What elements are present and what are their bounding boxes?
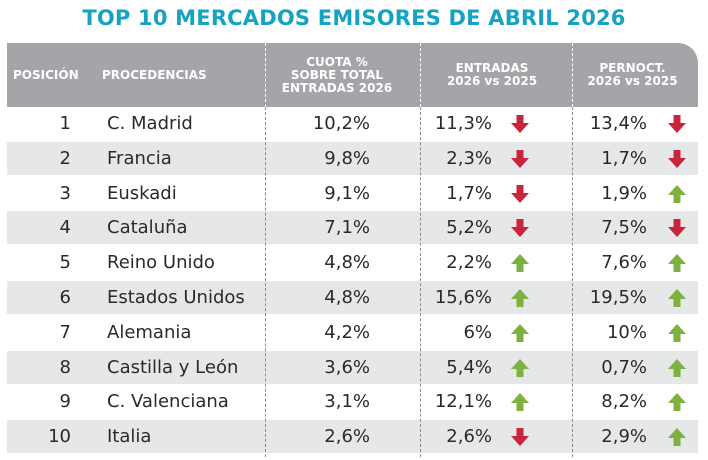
- arrow-down-icon: [668, 115, 686, 133]
- table-row: 3 Euskadi 9,1% 1,7% 1,9%: [7, 177, 698, 210]
- arrow-down-icon: [511, 184, 529, 203]
- header-divider: [572, 43, 573, 107]
- arrow-down-icon: [511, 115, 529, 133]
- header-posicion: POSICIÓN: [13, 67, 79, 82]
- arrow-down-icon: [668, 219, 686, 238]
- procedencia-cell: C. Madrid: [107, 113, 193, 134]
- arrow-up-icon: [511, 254, 529, 273]
- procedencia-cell: Castilla y León: [107, 356, 239, 378]
- cuota-cell: 4,2%: [324, 321, 370, 343]
- pernoct-cell: 7,5%: [601, 217, 647, 239]
- position-cell: 3: [59, 182, 71, 204]
- entradas-cell: 6%: [463, 321, 492, 343]
- table-row: 1 C. Madrid 10,2% 11,3% 13,4%: [7, 107, 698, 140]
- cuota-cell: 10,2%: [312, 113, 370, 134]
- position-cell: 2: [59, 147, 71, 169]
- cuota-cell: 3,6%: [324, 356, 370, 378]
- arrow-up-icon: [668, 358, 686, 377]
- arrow-down-icon: [511, 428, 529, 447]
- header-pernoct: PERNOCT. 2026 vs 2025: [587, 61, 678, 88]
- entradas-cell: 11,3%: [434, 113, 492, 134]
- cuota-cell: 4,8%: [324, 287, 370, 308]
- position-cell: 8: [59, 356, 71, 378]
- arrow-down-icon: [511, 149, 529, 168]
- table-row: 10 Italia 2,6% 2,6% 2,9%: [7, 420, 698, 454]
- procedencia-cell: Alemania: [107, 321, 192, 343]
- pernoct-cell: 19,5%: [589, 287, 647, 308]
- procedencia-cell: Reino Unido: [107, 252, 215, 274]
- position-cell: 9: [59, 391, 71, 413]
- table-row: 7 Alemania 4,2% 6% 10%: [7, 316, 698, 349]
- procedencia-cell: Francia: [107, 147, 172, 169]
- procedencia-cell: C. Valenciana: [107, 391, 229, 413]
- pernoct-cell: 0,7%: [601, 356, 647, 378]
- position-cell: 7: [59, 321, 71, 343]
- arrow-up-icon: [668, 428, 686, 447]
- procedencia-cell: Italia: [107, 426, 152, 448]
- arrow-up-icon: [668, 289, 686, 307]
- position-cell: 6: [59, 287, 71, 308]
- pernoct-cell: 10%: [606, 321, 647, 343]
- cuota-cell: 4,8%: [324, 252, 370, 274]
- entradas-cell: 2,3%: [446, 147, 492, 169]
- arrow-up-icon: [668, 393, 686, 412]
- table-row: 5 Reino Unido 4,8% 2,2% 7,6%: [7, 246, 698, 279]
- cuota-cell: 3,1%: [324, 391, 370, 413]
- table-row: 2 Francia 9,8% 2,3% 1,7%: [7, 141, 698, 175]
- cuota-cell: 9,8%: [324, 147, 370, 169]
- pernoct-cell: 1,9%: [601, 182, 647, 204]
- header-divider: [420, 43, 421, 107]
- arrow-up-icon: [511, 393, 529, 412]
- pernoct-cell: 1,7%: [601, 147, 647, 169]
- table-row: 4 Cataluña 7,1% 5,2% 7,5%: [7, 211, 698, 245]
- pernoct-cell: 2,9%: [601, 426, 647, 448]
- entradas-cell: 15,6%: [434, 287, 492, 308]
- table-row: 9 C. Valenciana 3,1% 12,1% 8,2%: [7, 385, 698, 418]
- position-cell: 1: [59, 113, 71, 134]
- header-cuota: CUOTA % SOBRE TOTAL ENTRADAS 2026: [281, 54, 393, 95]
- entradas-cell: 5,2%: [446, 217, 492, 239]
- entradas-cell: 12,1%: [434, 391, 492, 413]
- position-cell: 4: [59, 217, 71, 239]
- pernoct-cell: 13,4%: [589, 113, 647, 134]
- header-procedencias: PROCEDENCIAS: [102, 67, 207, 82]
- procedencia-cell: Estados Unidos: [107, 287, 245, 308]
- column-divider: [420, 107, 421, 457]
- procedencia-cell: Cataluña: [107, 217, 188, 239]
- entradas-cell: 5,4%: [446, 356, 492, 378]
- pernoct-cell: 7,6%: [601, 252, 647, 274]
- table-row: 6 Estados Unidos 4,8% 15,6% 19,5%: [7, 281, 698, 314]
- position-cell: 5: [59, 252, 71, 274]
- column-divider: [265, 107, 266, 457]
- arrow-up-icon: [511, 289, 529, 307]
- entradas-cell: 2,2%: [446, 252, 492, 274]
- column-divider: [572, 107, 573, 457]
- table-header: POSICIÓN PROCEDENCIAS CUOTA % SOBRE TOTA…: [7, 43, 698, 107]
- entradas-cell: 2,6%: [446, 426, 492, 448]
- arrow-up-icon: [668, 323, 686, 342]
- table-title: TOP 10 MERCADOS EMISORES DE ABRIL 2026: [82, 6, 626, 30]
- entradas-cell: 1,7%: [446, 182, 492, 204]
- position-cell: 10: [48, 426, 71, 448]
- procedencia-cell: Euskadi: [107, 182, 177, 204]
- cuota-cell: 9,1%: [324, 182, 370, 204]
- arrow-up-icon: [511, 323, 529, 342]
- arrow-up-icon: [668, 184, 686, 203]
- table-row: 8 Castilla y León 3,6% 5,4% 0,7%: [7, 350, 698, 384]
- cuota-cell: 7,1%: [324, 217, 370, 239]
- arrow-up-icon: [511, 358, 529, 377]
- cuota-cell: 2,6%: [324, 426, 370, 448]
- arrow-down-icon: [668, 149, 686, 168]
- header-divider: [265, 43, 266, 107]
- arrow-down-icon: [511, 219, 529, 238]
- header-entradas: ENTRADAS 2026 vs 2025: [446, 61, 538, 88]
- pernoct-cell: 8,2%: [601, 391, 647, 413]
- arrow-up-icon: [668, 254, 686, 273]
